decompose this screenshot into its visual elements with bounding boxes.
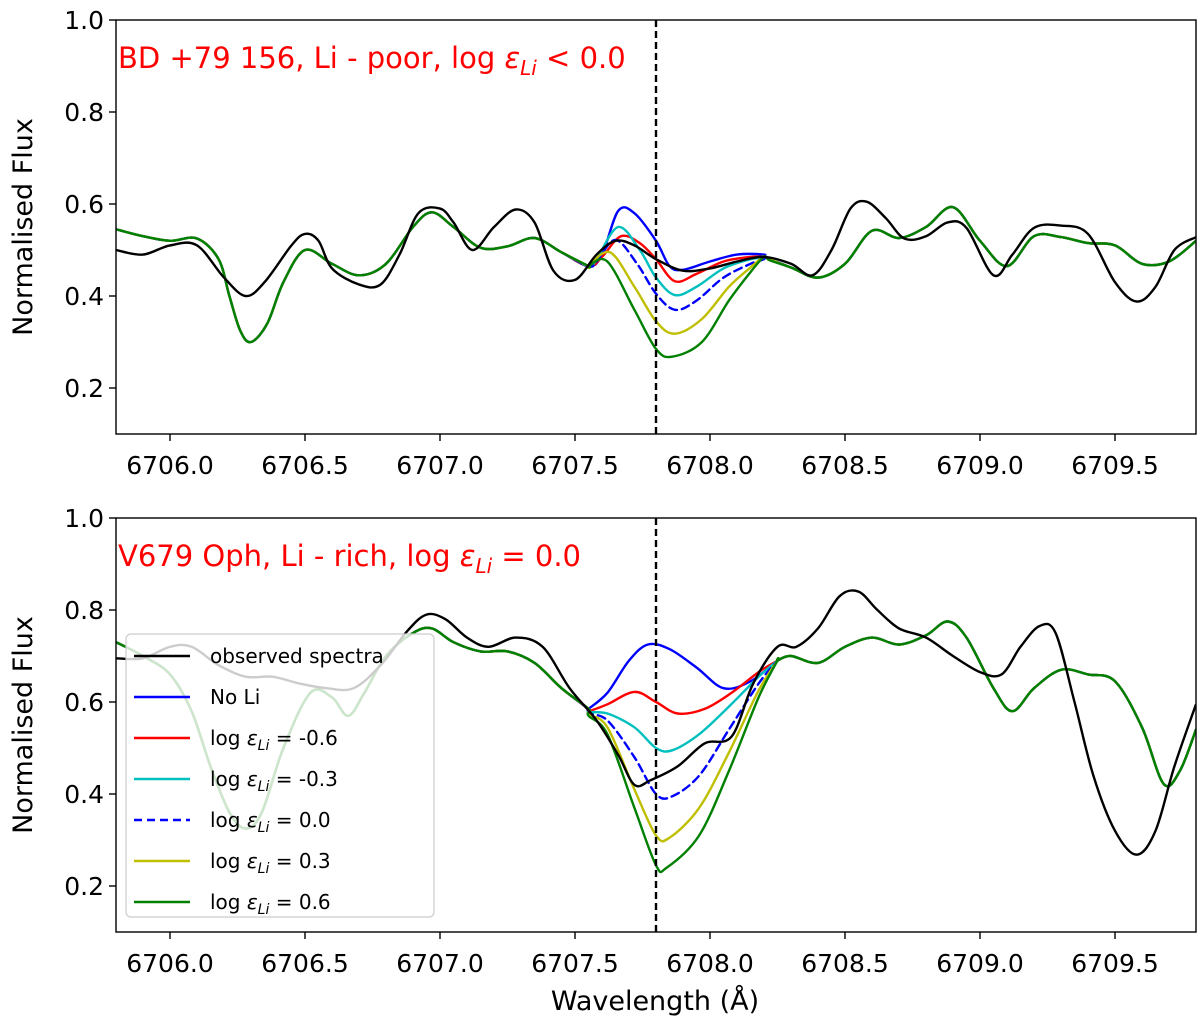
y-tick-label: 0.6 <box>64 190 104 219</box>
y-tick-label: 0.4 <box>64 780 104 809</box>
axes-frame <box>115 517 1197 933</box>
x-tick-label: 6709.5 <box>1071 451 1158 480</box>
star-annotation: V679 Oph, Li - rich, log εLi = 0.0 <box>118 539 581 578</box>
x-tick-label: 6706.0 <box>126 451 213 480</box>
legend-label: log εLi = -0.3 <box>210 767 338 795</box>
legend: observed spectra No Li log εLi = -0.6 log ε… <box>125 633 435 918</box>
series-line-6 <box>116 205 1196 359</box>
x-tick-label: 6707.5 <box>531 451 618 480</box>
y-axis-label: Normalised Flux <box>8 118 39 336</box>
legend-label: log εLi = 0.0 <box>210 808 331 836</box>
x-tick-label: 6706.5 <box>261 949 348 978</box>
x-tick-label: 6709.5 <box>1071 949 1158 978</box>
x-tick-label: 6708.5 <box>801 949 888 978</box>
x-tick-label: 6706.5 <box>261 451 348 480</box>
x-tick-label: 6709.0 <box>936 949 1023 978</box>
legend-box <box>125 633 435 918</box>
legend-label: log εLi = 0.6 <box>210 890 331 918</box>
x-tick-label: 6708.5 <box>801 451 888 480</box>
x-tick-label: 6708.0 <box>666 949 753 978</box>
legend-label: No Li <box>210 685 260 709</box>
x-tick-label: 6707.0 <box>396 451 483 480</box>
legend-label: observed spectra <box>210 644 384 668</box>
y-tick-label: 1.0 <box>64 6 104 35</box>
legend-label: log εLi = 0.3 <box>210 849 331 877</box>
x-tick-label: 6707.0 <box>396 949 483 978</box>
x-tick-label: 6709.0 <box>936 451 1023 480</box>
y-tick-label: 0.2 <box>64 374 104 403</box>
plot-area <box>116 199 1196 359</box>
bottom-panel: 6706.0 6706.5 6707.0 6707.5 6708.0 6708.5 6709… <box>8 504 1197 978</box>
y-tick-label: 1.0 <box>64 504 104 533</box>
y-tick-label: 0.8 <box>64 596 104 625</box>
star-annotation: BD +79 156, Li - poor, log εLi < 0.0 <box>118 41 626 80</box>
axes-frame <box>115 19 1197 435</box>
series-line-observed <box>116 199 1196 303</box>
x-tick-label: 6706.0 <box>126 949 213 978</box>
y-axis-label: Normalised Flux <box>8 616 39 834</box>
y-tick-label: 0.2 <box>64 872 104 901</box>
y-tick-label: 0.6 <box>64 688 104 717</box>
x-axis-label: Wavelength (Å) <box>551 985 759 1017</box>
legend-label: log εLi = -0.6 <box>210 726 338 754</box>
top-panel: 6706.0 6706.5 6707.0 6707.5 6708.0 6708.5 6709… <box>8 6 1197 480</box>
y-tick-label: 0.4 <box>64 282 104 311</box>
x-tick-label: 6708.0 <box>666 451 753 480</box>
y-tick-label: 0.8 <box>64 98 104 127</box>
x-tick-label: 6707.5 <box>531 949 618 978</box>
